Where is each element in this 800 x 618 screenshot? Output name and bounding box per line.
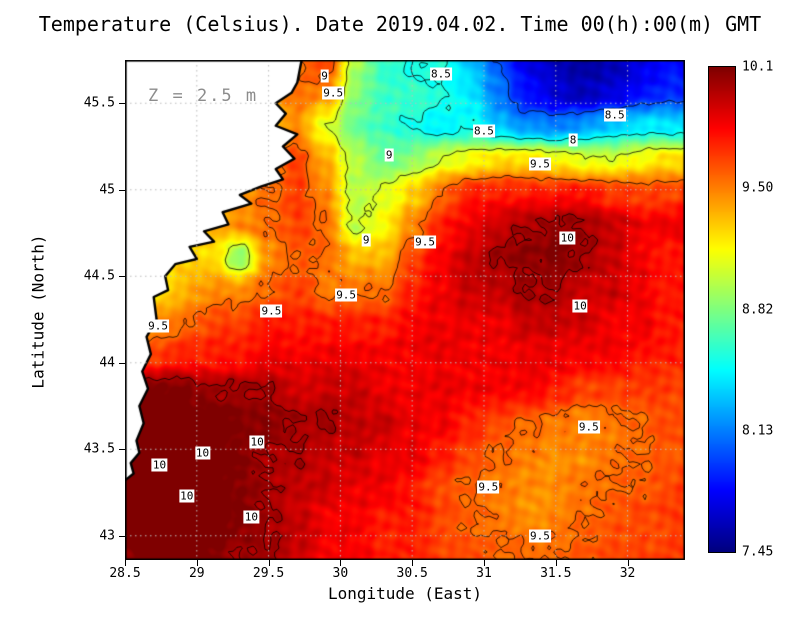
contour-label: 9.5 bbox=[260, 304, 283, 318]
y-tick-mark bbox=[119, 362, 125, 364]
contour-label: 9.5 bbox=[477, 480, 500, 494]
contour-label: 8 bbox=[568, 133, 578, 147]
colorbar-tick-label: 8.82 bbox=[742, 302, 774, 317]
x-tick-mark bbox=[268, 560, 270, 566]
x-tick-label: 28.5 bbox=[109, 566, 141, 581]
x-axis-label: Longitude (East) bbox=[327, 584, 483, 603]
colorbar-tick-label: 10.1 bbox=[742, 59, 774, 75]
x-tick-mark bbox=[196, 560, 198, 566]
contour-label: 9 bbox=[320, 69, 329, 83]
contour-label: 10 bbox=[194, 446, 211, 460]
colorbar-tick-label: 8.13 bbox=[742, 423, 774, 439]
colorbar-tick-label: 9.50 bbox=[742, 180, 774, 196]
x-tick-label: 29 bbox=[188, 566, 205, 581]
contour-label: 8.5 bbox=[429, 67, 452, 81]
contour-label: 9.5 bbox=[529, 157, 551, 171]
x-tick-label: 29.5 bbox=[252, 566, 285, 581]
y-tick-mark bbox=[119, 189, 125, 191]
contour-label: 9.5 bbox=[147, 319, 169, 333]
x-tick-mark bbox=[627, 560, 629, 566]
contour-label: 9.5 bbox=[414, 235, 437, 249]
x-tick-mark bbox=[483, 560, 485, 566]
x-tick-mark bbox=[125, 560, 126, 566]
x-tick-label: 31.5 bbox=[540, 566, 572, 581]
contour-label: 9.5 bbox=[335, 288, 358, 302]
x-tick-label: 31 bbox=[476, 566, 492, 581]
y-tick-mark bbox=[119, 276, 125, 278]
y-tick-label: 44 bbox=[99, 355, 115, 371]
contour-label: 9.5 bbox=[529, 529, 551, 543]
contour-label: 10 bbox=[559, 231, 575, 245]
contour-label: 9 bbox=[384, 148, 394, 162]
contour-label: 10 bbox=[151, 458, 168, 472]
contour-label: 10 bbox=[179, 489, 195, 503]
y-tick-mark bbox=[119, 103, 125, 105]
depth-annotation: Z = 2.5 m bbox=[148, 86, 259, 106]
x-tick-mark bbox=[555, 560, 557, 566]
colorbar-tick-label: 7.45 bbox=[742, 544, 774, 560]
x-tick-mark bbox=[340, 560, 342, 566]
y-tick-label: 45 bbox=[99, 182, 115, 198]
y-tick-mark bbox=[119, 449, 125, 451]
contour-label: 9.5 bbox=[577, 420, 600, 434]
x-tick-label: 30 bbox=[332, 566, 349, 581]
y-tick-label: 43 bbox=[99, 528, 115, 544]
contour-label: 10 bbox=[243, 510, 259, 524]
contour-label: 10 bbox=[249, 435, 265, 449]
contour-label: 10 bbox=[572, 299, 588, 313]
map-plot-area: 9 9.5 8.5 8.5 8.5 8 9 9.5 9 9.5 10 10 9.5 9.5 9.5 9.5 10… bbox=[125, 60, 685, 560]
x-tick-mark bbox=[412, 560, 414, 566]
x-tick-label: 30.5 bbox=[396, 566, 428, 581]
x-tick-label: 32 bbox=[619, 566, 636, 581]
y-tick-mark bbox=[119, 535, 125, 537]
contour-label: 9.5 bbox=[322, 86, 345, 100]
colorbar bbox=[708, 66, 736, 553]
contour-label: 8.5 bbox=[473, 124, 495, 138]
y-tick-label: 44.5 bbox=[83, 268, 115, 284]
contour-label: 9 bbox=[361, 233, 371, 247]
y-tick-label: 45.5 bbox=[83, 95, 115, 111]
chart-title: Temperature (Celsius). Date 2019.04.02. … bbox=[38, 12, 762, 36]
temperature-heatmap-canvas bbox=[125, 60, 685, 560]
contour-label: 8.5 bbox=[603, 108, 626, 122]
y-tick-label: 43.5 bbox=[83, 441, 115, 457]
y-axis-label: Latitude (North) bbox=[28, 234, 48, 389]
